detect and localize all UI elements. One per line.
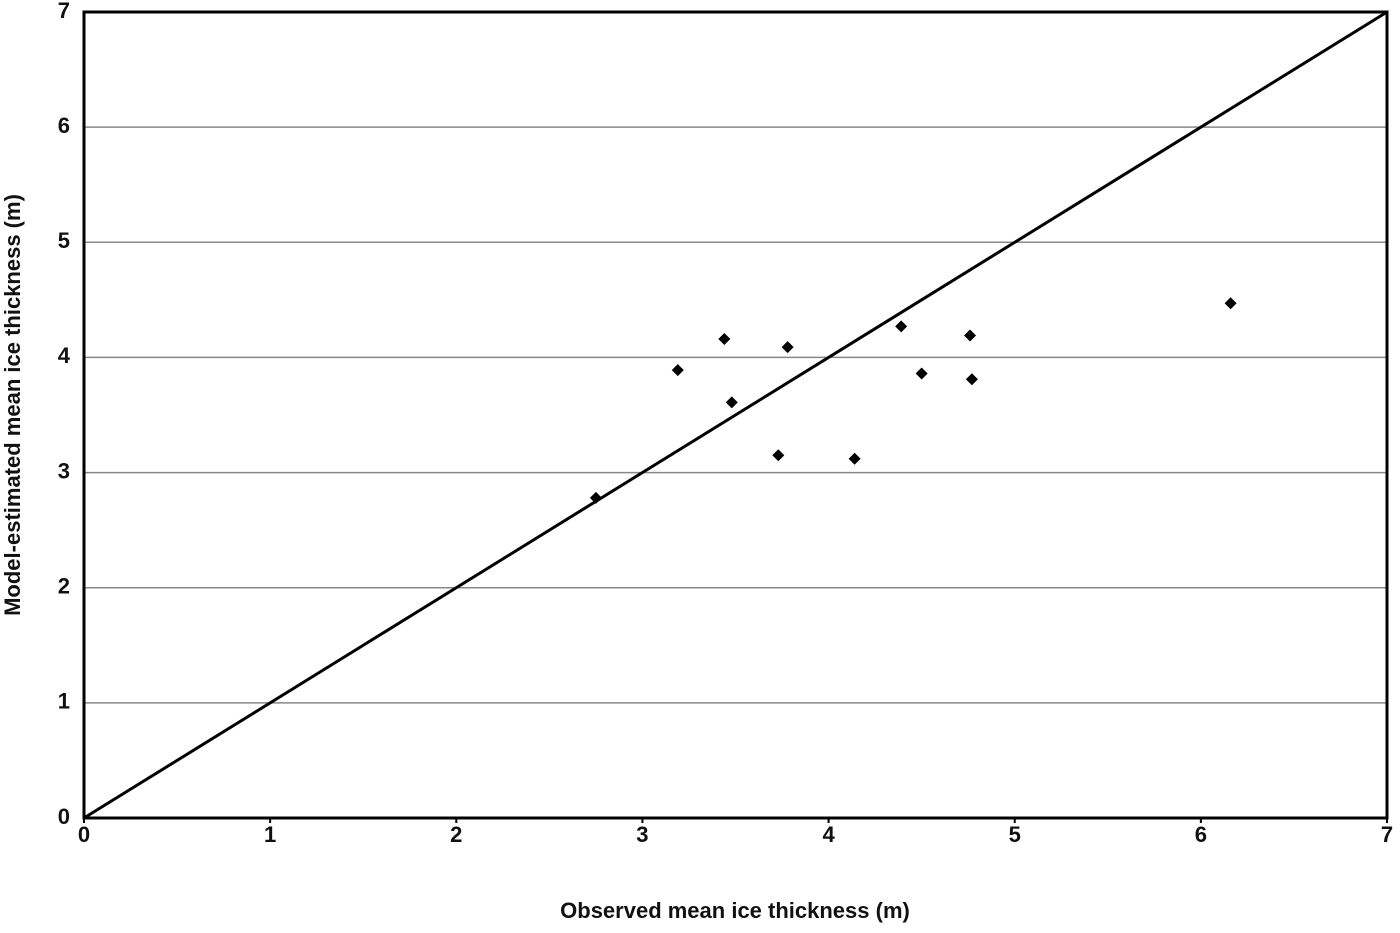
point (1224, 297, 1237, 310)
y-tick-label: 2 (58, 574, 70, 599)
x-tick-label: 4 (822, 822, 835, 847)
x-tick-label: 6 (1195, 822, 1207, 847)
y-tick-label: 7 (58, 0, 70, 23)
y-tick-label: 4 (58, 343, 71, 368)
point (671, 364, 684, 377)
point (965, 373, 978, 386)
point (772, 449, 785, 462)
point (589, 491, 602, 504)
y-tick-label: 0 (58, 804, 70, 829)
point (848, 452, 861, 465)
x-tick-label: 7 (1381, 822, 1393, 847)
y-axis-title: Model-estimated mean ice thickness (m) (0, 194, 25, 616)
reference-line (83, 10, 1388, 820)
point (915, 367, 928, 380)
x-tick-label: 0 (78, 822, 90, 847)
y-tick-label: 5 (58, 228, 70, 253)
point (895, 320, 908, 333)
x-tick-label: 5 (1009, 822, 1021, 847)
y-tick-label: 6 (58, 113, 70, 138)
x-tick-label: 3 (636, 822, 648, 847)
x-tick-label: 1 (264, 822, 276, 847)
point (781, 341, 794, 354)
point (725, 396, 738, 409)
x-axis-title: Observed mean ice thickness (m) (560, 898, 910, 923)
y-tick-label: 3 (58, 458, 70, 483)
y-tick-label: 1 (58, 689, 70, 714)
x-tick-label: 2 (450, 822, 462, 847)
point (718, 333, 731, 346)
plot-frame (82, 10, 1389, 820)
point (964, 329, 977, 342)
